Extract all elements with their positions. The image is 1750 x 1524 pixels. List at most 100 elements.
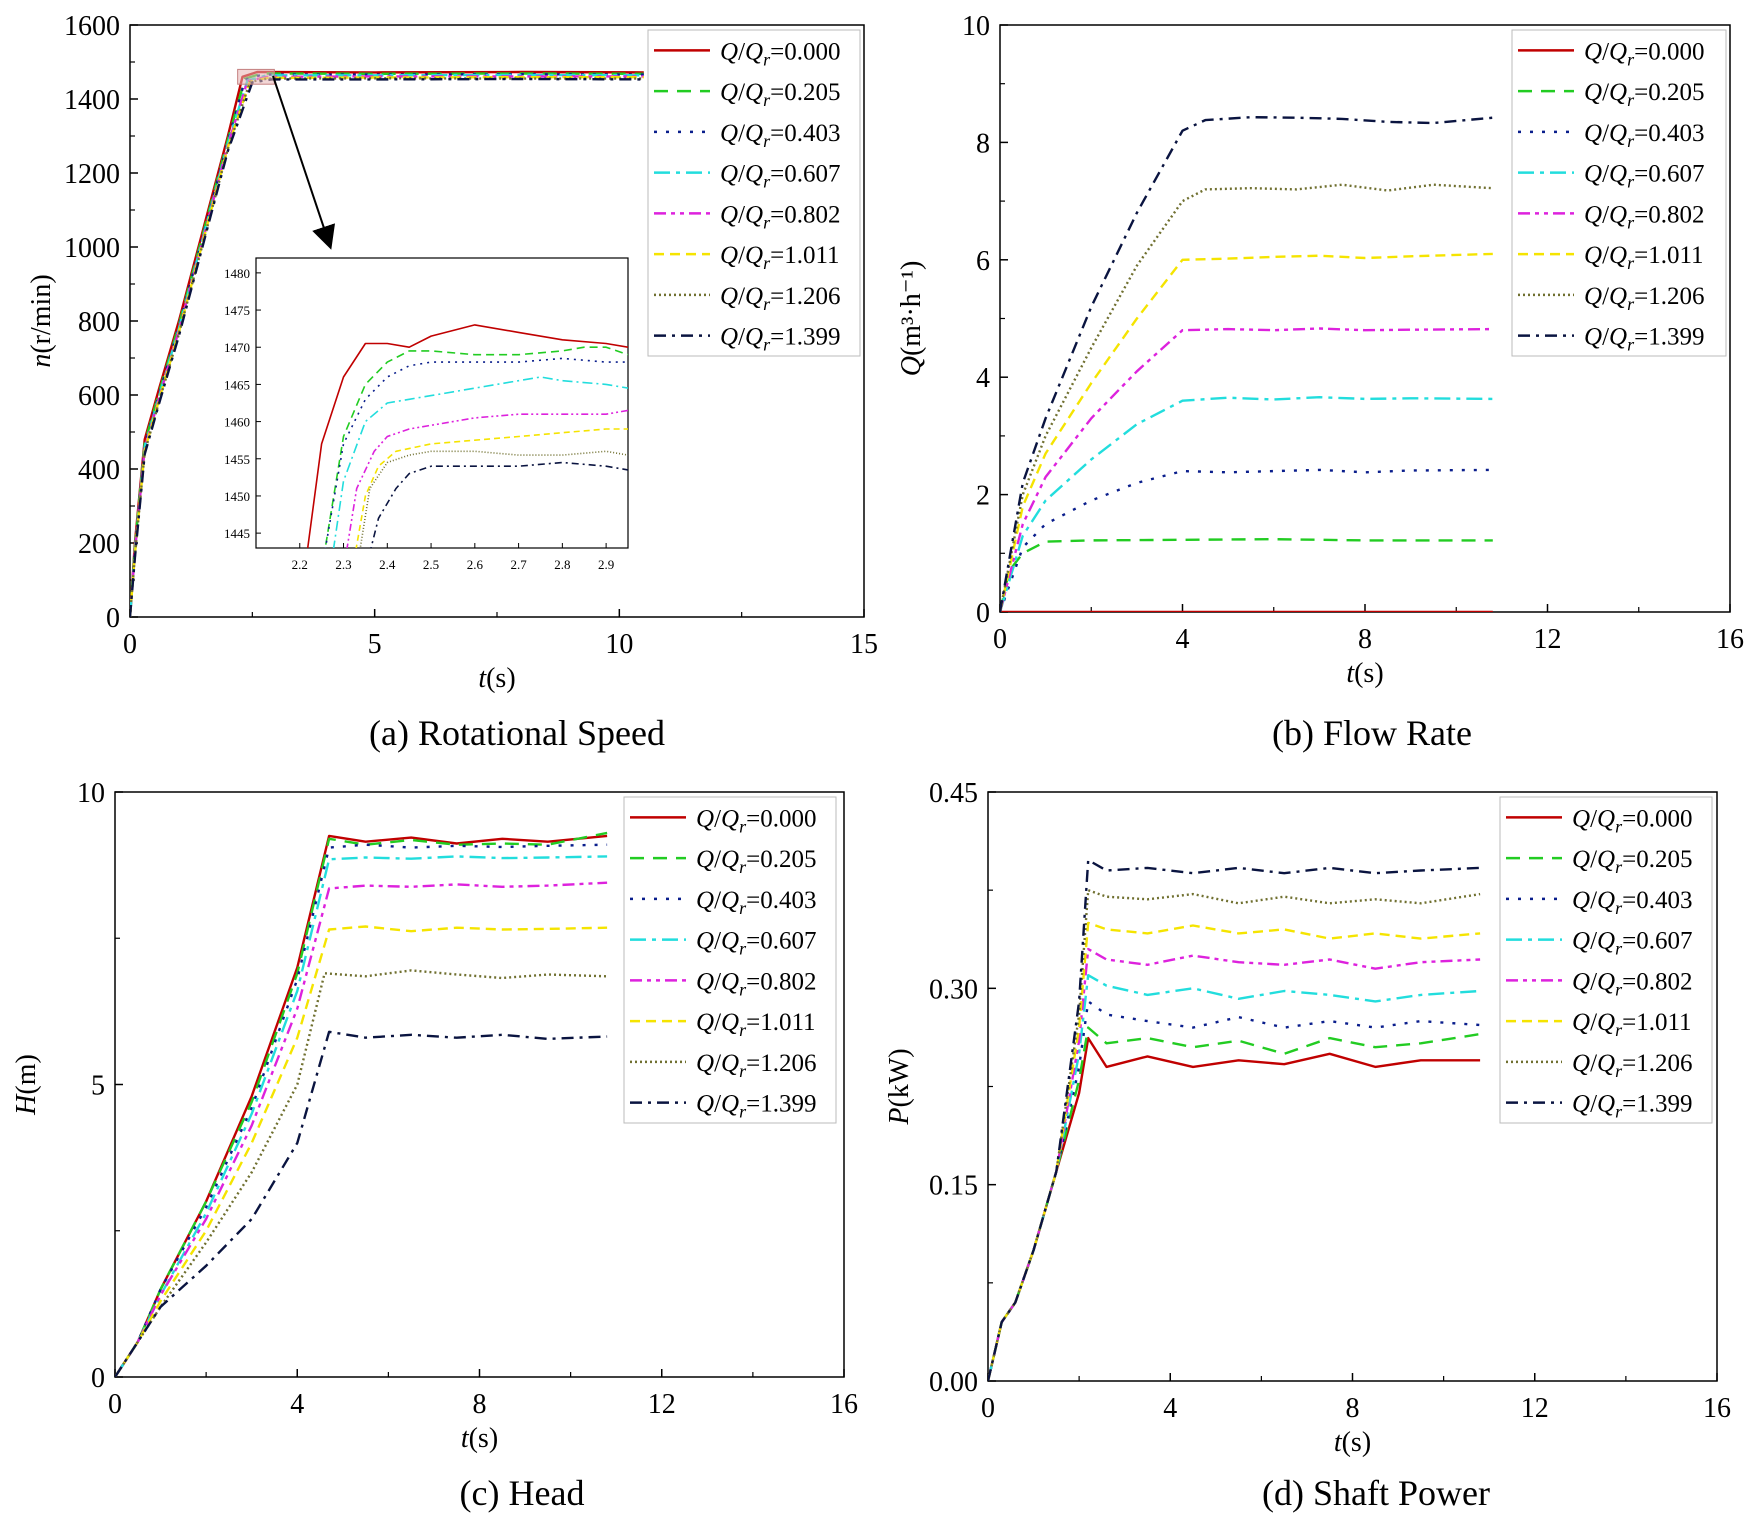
caption-b: (b) Flow Rate bbox=[1272, 713, 1472, 753]
series-line-6 bbox=[115, 925, 608, 1377]
y-axis-label-b: Q(m³·h⁻¹) bbox=[896, 261, 927, 377]
legend-box bbox=[1511, 29, 1727, 357]
series-line-3 bbox=[115, 843, 608, 1377]
inset-x-tick-label: 2.5 bbox=[423, 557, 439, 572]
y-tick-label: 0 bbox=[976, 598, 990, 629]
y-tick-label: 200 bbox=[78, 529, 120, 560]
inset-x-tick-label: 2.8 bbox=[554, 557, 570, 572]
x-tick-label: 15 bbox=[850, 629, 878, 660]
x-tick-label: 4 bbox=[1163, 1393, 1177, 1424]
legend-b: Q/Qr=0.000 Q/Qr=0.205 Q/Qr=0.403 Q/Qr=0.607… bbox=[1511, 29, 1727, 357]
legend-label-8: Q/Qr=1.399 bbox=[696, 1091, 816, 1122]
x-tick-label: 8 bbox=[473, 1389, 487, 1420]
inset-series-line-8 bbox=[370, 461, 628, 548]
legend-label-3: Q/Qr=0.403 bbox=[696, 887, 816, 918]
x-tick-label: 16 bbox=[830, 1389, 858, 1420]
x-tick-label: 5 bbox=[368, 629, 382, 660]
y-tick-label: 4 bbox=[976, 363, 990, 394]
chart-d: 0 4 8 12 16 0.00 0.15 0.30 0.45 t(s) P(kW) (d) Shaf… bbox=[884, 778, 1731, 1513]
zoom-highlight-box bbox=[237, 68, 275, 85]
x-axis-label-a: t(s) bbox=[478, 663, 515, 694]
y-tick-label: 0 bbox=[91, 1363, 105, 1394]
legend-label-6: Q/Qr=1.011 bbox=[1584, 242, 1704, 273]
series-line-7 bbox=[130, 77, 644, 617]
series-line-3 bbox=[988, 1000, 1481, 1381]
x-axis-label-c: t(s) bbox=[461, 1423, 498, 1454]
legend-label-3: Q/Qr=0.403 bbox=[1572, 887, 1692, 918]
y-axis-label-d: P(kW) bbox=[884, 1048, 915, 1125]
series-group-a bbox=[130, 70, 644, 617]
legend-c: Q/Qr=0.000 Q/Qr=0.205 Q/Qr=0.403 Q/Qr=0.607… bbox=[623, 796, 837, 1124]
inset-x-tick-label: 2.7 bbox=[510, 557, 527, 572]
series-line-1 bbox=[988, 1036, 1481, 1381]
inset-y-tick-label: 1460 bbox=[224, 415, 250, 430]
y-tick-label: 0.00 bbox=[929, 1367, 978, 1398]
legend-label-8: Q/Qr=1.399 bbox=[1584, 324, 1704, 355]
y-tick-label: 10 bbox=[962, 11, 990, 42]
legend-label-6: Q/Qr=1.011 bbox=[720, 242, 840, 273]
x-axis-label-b: t(s) bbox=[1346, 658, 1383, 689]
legend-d: Q/Qr=0.000 Q/Qr=0.205 Q/Qr=0.403 Q/Qr=0.607… bbox=[1499, 796, 1713, 1124]
x-tick-label: 0 bbox=[123, 629, 137, 660]
inset-y-tick-label: 1470 bbox=[224, 340, 250, 355]
y-tick-label: 600 bbox=[78, 381, 120, 412]
chart-a: 0 5 10 15 0 200 400 600 800 1000 1200 1400 1600 t(s) n… bbox=[26, 11, 878, 753]
series-line-8 bbox=[1000, 115, 1493, 612]
series-group-c bbox=[115, 831, 608, 1377]
legend-box bbox=[647, 29, 861, 357]
legend-a: Q/Qr=0.000 Q/Qr=0.205 Q/Qr=0.403 Q/Qr=0.607… bbox=[647, 29, 861, 357]
y-tick-label: 1000 bbox=[64, 233, 120, 264]
inset-series-line-1 bbox=[306, 324, 628, 548]
y-tick-label: 0.15 bbox=[929, 1171, 978, 1202]
legend-label-1: Q/Qr=0.000 bbox=[1572, 805, 1692, 836]
series-line-2 bbox=[115, 831, 608, 1377]
legend-label-4: Q/Qr=0.607 bbox=[696, 928, 816, 959]
legend-label-5: Q/Qr=0.802 bbox=[696, 968, 816, 999]
caption-d: (d) Shaft Power bbox=[1262, 1473, 1490, 1513]
legend-label-6: Q/Qr=1.011 bbox=[696, 1009, 816, 1040]
inset-series-line-6 bbox=[355, 428, 628, 548]
series-line-8 bbox=[988, 858, 1481, 1381]
series-line-1 bbox=[115, 834, 608, 1377]
y-tick-label: 800 bbox=[78, 307, 120, 338]
legend-label-7: Q/Qr=1.206 bbox=[1584, 283, 1704, 314]
chart-b: 0 4 8 12 16 0 2 4 6 8 10 t(s) Q(m³·h⁻¹) (b) Flow Rate… bbox=[896, 11, 1744, 753]
inset-x-tick-label: 2.2 bbox=[292, 557, 308, 572]
series-line-4 bbox=[115, 855, 608, 1377]
x-tick-label: 0 bbox=[108, 1389, 122, 1420]
inset-y-tick-label: 1445 bbox=[224, 526, 250, 541]
inset-series-line-4 bbox=[332, 376, 628, 548]
y-tick-label: 0.45 bbox=[929, 778, 978, 809]
x-tick-label: 0 bbox=[993, 624, 1007, 655]
legend-label-7: Q/Qr=1.206 bbox=[696, 1050, 816, 1081]
legend-label-2: Q/Qr=0.205 bbox=[720, 79, 840, 110]
legend-label-7: Q/Qr=1.206 bbox=[720, 283, 840, 314]
y-tick-label: 6 bbox=[976, 246, 990, 277]
inset-y-tick-label: 1450 bbox=[224, 489, 250, 504]
series-line-8 bbox=[130, 77, 644, 617]
inset-x-tick-label: 2.4 bbox=[379, 557, 396, 572]
legend-label-1: Q/Qr=0.000 bbox=[696, 805, 816, 836]
y-tick-label: 0 bbox=[106, 603, 120, 634]
x-tick-label: 12 bbox=[648, 1389, 676, 1420]
legend-label-5: Q/Qr=0.802 bbox=[720, 201, 840, 232]
y-tick-label: 400 bbox=[78, 455, 120, 486]
y-tick-label: 1200 bbox=[64, 159, 120, 190]
inset-x-tick-label: 2.9 bbox=[598, 557, 614, 572]
inset-x-tick-label: 2.3 bbox=[335, 557, 351, 572]
inset-x-tick-label: 2.6 bbox=[467, 557, 484, 572]
legend-label-2: Q/Qr=0.205 bbox=[696, 846, 816, 877]
y-tick-label: 5 bbox=[91, 1071, 105, 1102]
legend-label-1: Q/Qr=0.000 bbox=[720, 38, 840, 69]
legend-label-4: Q/Qr=0.607 bbox=[720, 161, 840, 192]
inset-y-tick-label: 1475 bbox=[224, 303, 250, 318]
legend-label-8: Q/Qr=1.399 bbox=[720, 324, 840, 355]
inset-series-line-2 bbox=[324, 346, 628, 548]
y-axis-label-c: H(m) bbox=[11, 1054, 42, 1116]
inset-series-group bbox=[306, 324, 628, 548]
x-tick-label: 0 bbox=[981, 1393, 995, 1424]
series-line-8 bbox=[115, 1030, 608, 1377]
legend-label-3: Q/Qr=0.403 bbox=[1584, 120, 1704, 151]
